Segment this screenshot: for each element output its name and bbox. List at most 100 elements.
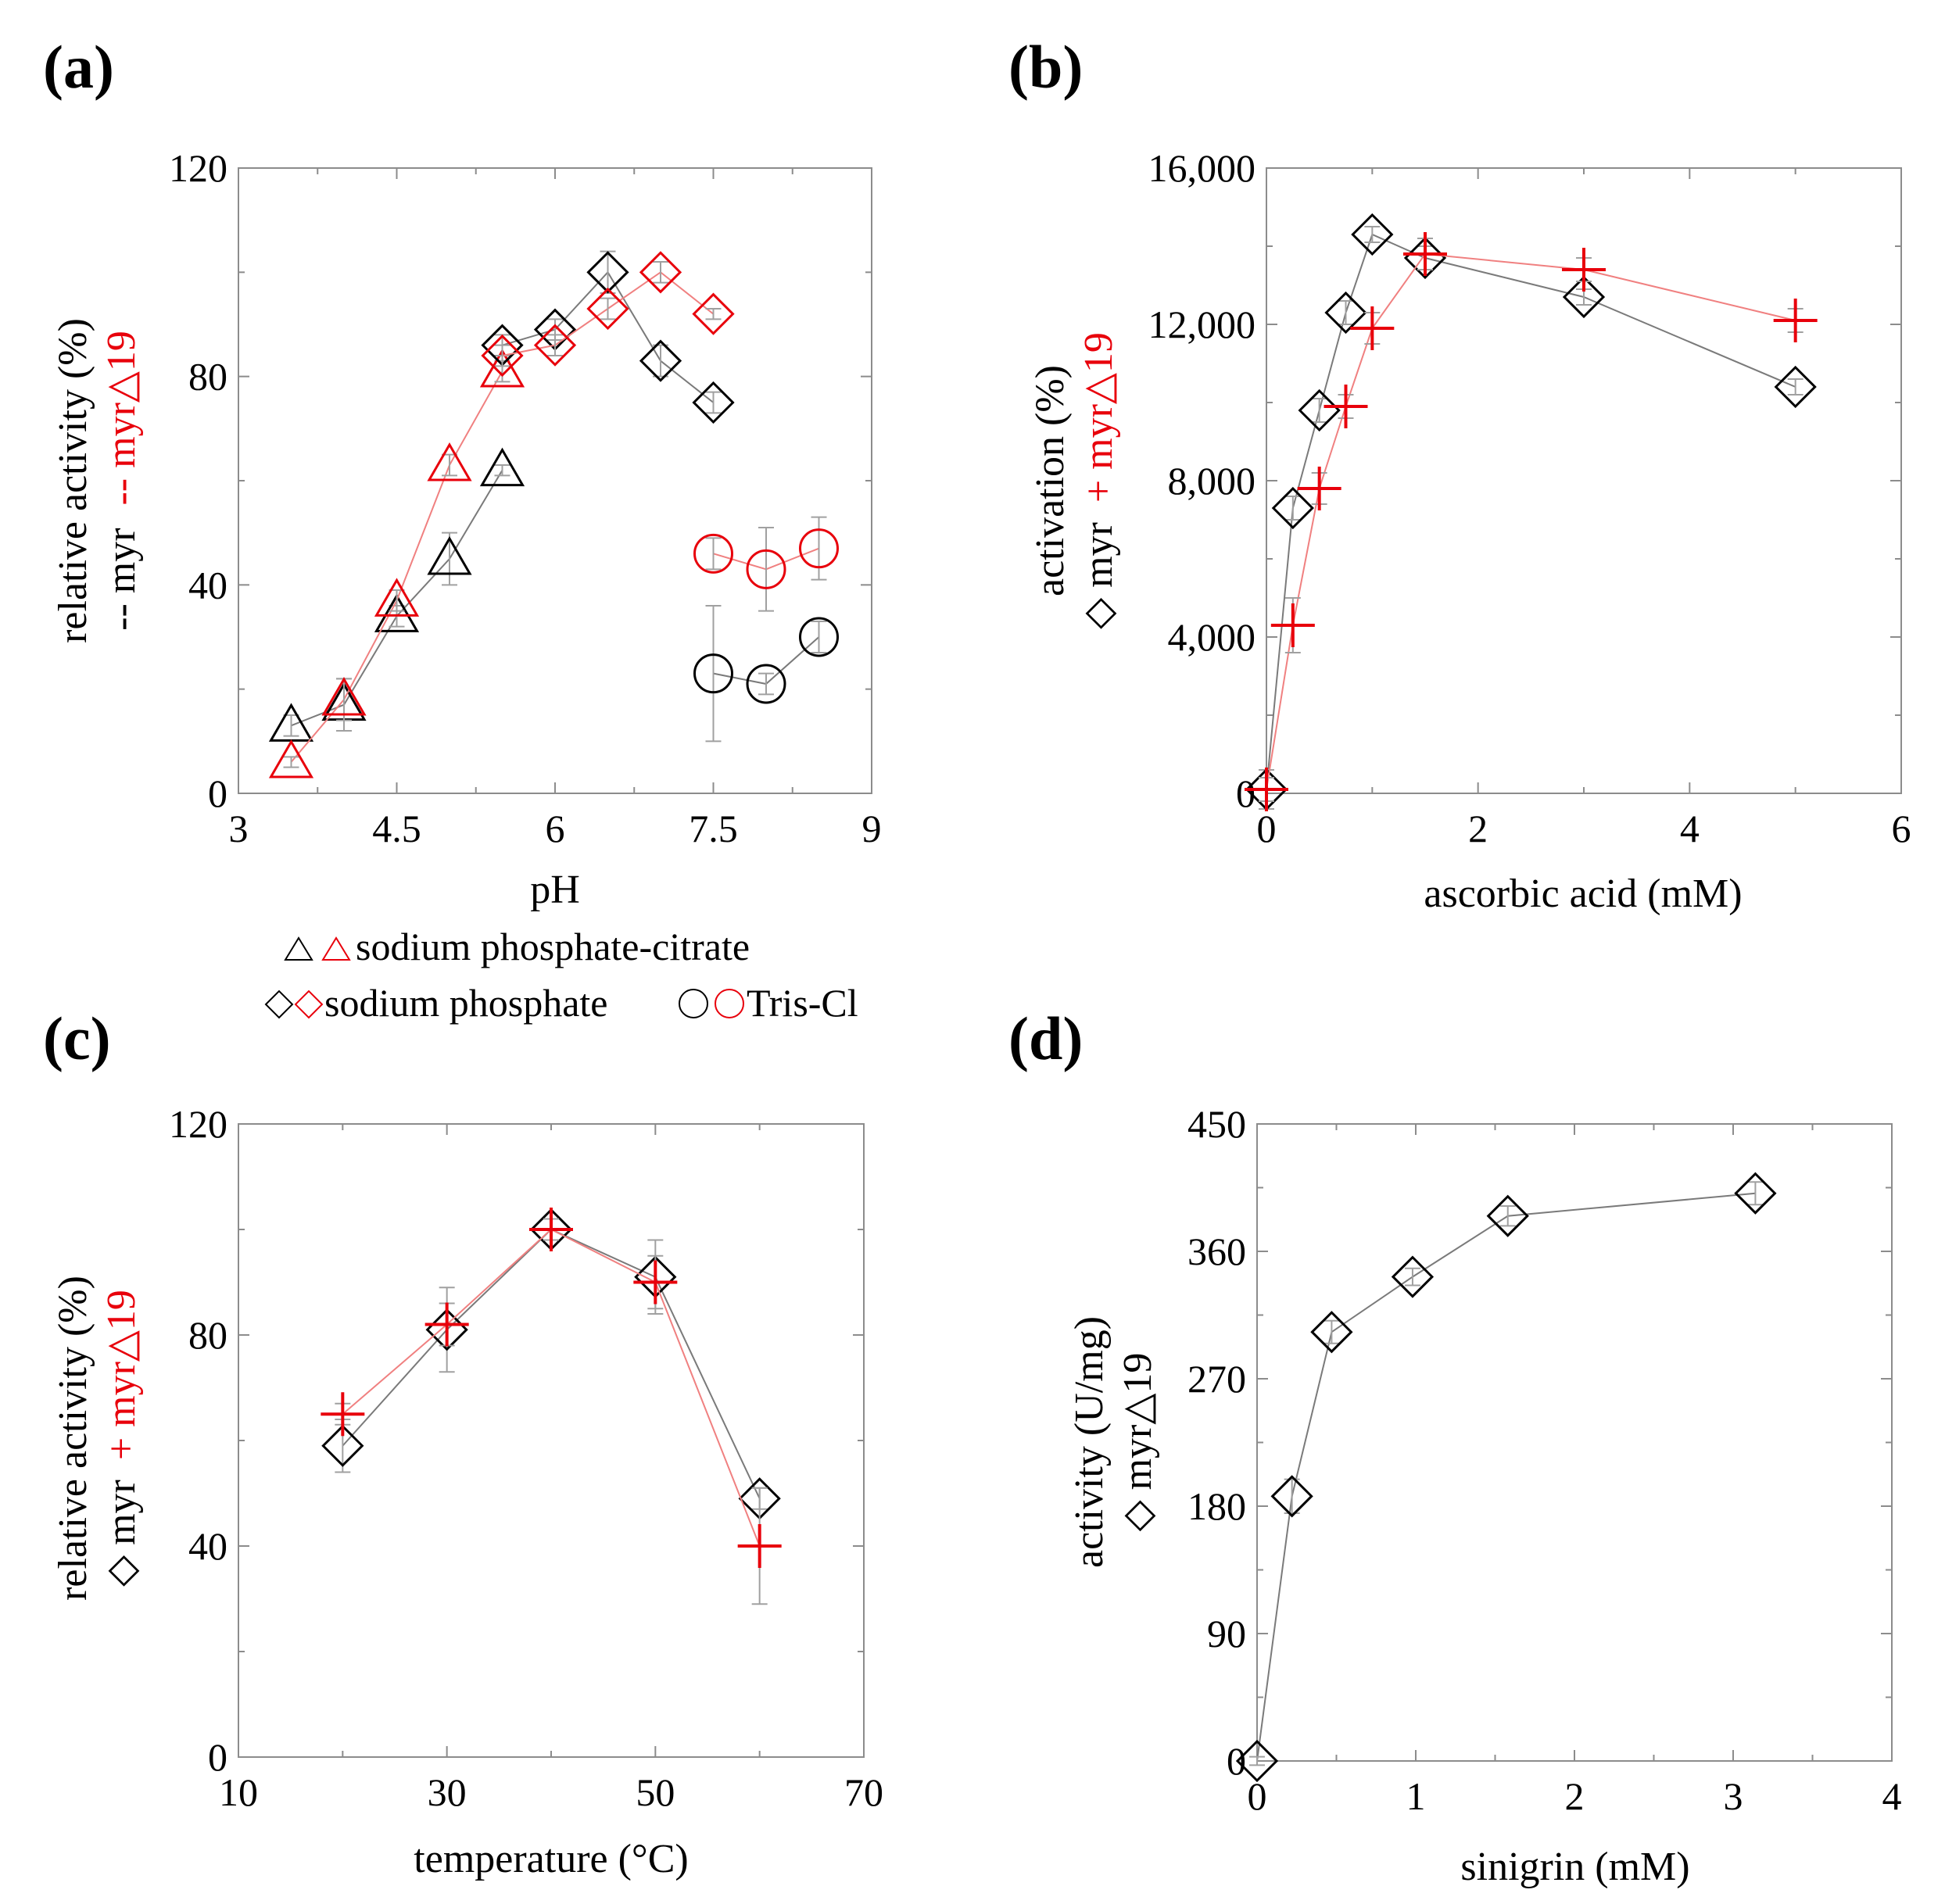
plot-b-xtick-label: 6 bbox=[1892, 807, 1911, 850]
plot-a-xtick-label: 6 bbox=[546, 807, 565, 850]
plot-c-ylabel-line1: relative activity (%) bbox=[51, 1276, 95, 1601]
plot-a-series-4-circle-point bbox=[746, 664, 786, 704]
plot-a-ylabel-line2: -- myr -- myr△19 bbox=[99, 331, 144, 631]
plot-c-xtick-label: 30 bbox=[428, 1770, 467, 1814]
plot-a-series-1-triangle-point bbox=[479, 349, 525, 388]
plot-b-xtick-label: 2 bbox=[1468, 807, 1488, 850]
plot-d-xtick-label: 1 bbox=[1406, 1774, 1426, 1818]
legend-label-tris: Tris-Cl bbox=[747, 981, 858, 1025]
legend-label-phosphate-citrate: sodium phosphate-citrate bbox=[356, 925, 750, 968]
plot-c-series-0-diamond-point bbox=[321, 1424, 364, 1467]
plot-b-ytick-label: 12,000 bbox=[1148, 302, 1256, 346]
plot-b-xtick-label: 0 bbox=[1257, 807, 1277, 850]
plot-a-series-1-line bbox=[290, 370, 503, 763]
panel-letter-d: (d) bbox=[1008, 1004, 1083, 1072]
plot-d-ytick-label: 270 bbox=[1187, 1357, 1246, 1401]
plot-c-ylabel-myrd19: + myr△19 bbox=[99, 1290, 144, 1460]
plot-a-ylabel-myrd19: -- myr△19 bbox=[99, 331, 144, 505]
plot-a-series-2-diamond-point bbox=[481, 324, 524, 367]
plot-a-xtick-label: 9 bbox=[862, 807, 882, 850]
plot-a-series-5-circle-point bbox=[746, 549, 786, 589]
plot-a-ylabel-line1: relative activity (%) bbox=[51, 318, 95, 643]
plot-a-series-5-circle-point bbox=[693, 533, 733, 574]
plot-a-series-3-diamond-point bbox=[692, 292, 735, 335]
plot-a-ytick-label: 80 bbox=[188, 355, 227, 399]
legend-label-phosphate: sodium phosphate bbox=[324, 981, 607, 1025]
plot-d-series-0-diamond-point bbox=[1486, 1194, 1529, 1237]
plot-d-series-0-line bbox=[1256, 1192, 1756, 1762]
plot-c-ytick-label: 120 bbox=[169, 1102, 227, 1146]
plot-a-series-3-diamond-point bbox=[533, 324, 577, 367]
plot-c-series-0-diamond-point bbox=[425, 1308, 468, 1351]
plot-c-ylabel-myr: ◇ myr bbox=[99, 1480, 144, 1587]
plot-a-series-1-triangle-point bbox=[268, 739, 314, 778]
plot-a-series-4-circle-point bbox=[799, 617, 839, 657]
plot-a-series-0-triangle-point bbox=[427, 536, 472, 575]
plot-d-ytick-label: 450 bbox=[1187, 1102, 1246, 1146]
plot-c-xtick-label: 10 bbox=[219, 1770, 258, 1814]
plot-b-ylabel-line1: activation (%) bbox=[1028, 365, 1073, 596]
plot-d-xtick-label: 2 bbox=[1565, 1774, 1585, 1818]
plot-c-ytick-label: 0 bbox=[208, 1735, 227, 1779]
plot-b-series-0-diamond-point bbox=[1774, 365, 1817, 409]
plot-a-series-2-diamond-point bbox=[639, 339, 682, 382]
panel-letter-c: (c) bbox=[43, 1004, 111, 1072]
plot-d-xlabel: sinigrin (mM) bbox=[1460, 1845, 1689, 1889]
plot-a-layer: 3 4.5 6 7.5 9 0 40 80 120 bbox=[169, 146, 882, 850]
plot-d-ytick-label: 360 bbox=[1187, 1229, 1246, 1273]
plot-c-series-1-line bbox=[342, 1228, 761, 1547]
plot-b-series-0-diamond-point bbox=[1403, 236, 1447, 280]
plot-a-series-2-diamond-point bbox=[692, 381, 735, 424]
legend-circle-myrd19 bbox=[715, 989, 744, 1018]
plot-a-series-3-diamond-point bbox=[639, 251, 682, 294]
plot-d-xtick-label: 4 bbox=[1882, 1774, 1902, 1818]
legend-diamond-myrd19 bbox=[294, 990, 324, 1019]
plot-c-ytick-label: 40 bbox=[188, 1524, 227, 1568]
plot-d-series-0-diamond-point bbox=[1270, 1475, 1313, 1518]
plot-a-series-3-diamond-point bbox=[586, 287, 629, 331]
plot-c-series-0-diamond-point bbox=[634, 1255, 677, 1298]
plot-b-ylabel-line2: ◇ myr + myr△19 bbox=[1076, 332, 1121, 629]
plot-a-series-2-diamond-point bbox=[533, 308, 577, 351]
plot-c-ytick-label: 80 bbox=[188, 1313, 227, 1357]
plot-b-series-0-diamond-point bbox=[1351, 213, 1394, 256]
plot-d-ylabel-line2: ◇ myr△19 bbox=[1116, 1353, 1160, 1532]
legend-triangle-myr bbox=[284, 936, 313, 961]
plot-b-ylabel-group: activation (%) ◇ myr + myr△19 bbox=[1028, 332, 1121, 629]
plot-d bbox=[1256, 1123, 1893, 1762]
plot-c-xlabel: temperature (°C) bbox=[414, 1837, 688, 1881]
plot-a-series-0-triangle-point bbox=[479, 447, 525, 487]
plot-c-xtick-label: 50 bbox=[636, 1770, 675, 1814]
plot-d-frame bbox=[1256, 1123, 1893, 1762]
plot-b-xlabel: ascorbic acid (mM) bbox=[1424, 871, 1742, 916]
plot-d-ylabel-group: activity (U/mg) ◇ myr△19 bbox=[1067, 1316, 1160, 1568]
plot-a-ytick-label: 40 bbox=[188, 563, 227, 607]
plot-c-layer: 10 30 50 70 0 40 80 120 bbox=[169, 1102, 883, 1814]
panel-letter-b: (b) bbox=[1008, 33, 1083, 101]
plot-c-series-0-diamond-point bbox=[738, 1477, 781, 1520]
plot-d-xtick-label: 3 bbox=[1724, 1774, 1743, 1818]
plot-d-series-0-diamond-point bbox=[1235, 1739, 1279, 1783]
plot-d-series-0-diamond-point bbox=[1391, 1255, 1435, 1298]
plot-d-series-0-diamond-point bbox=[1734, 1172, 1777, 1215]
plot-c-xtick-label: 70 bbox=[844, 1770, 883, 1814]
plot-d-series-0-diamond-point bbox=[1310, 1311, 1353, 1354]
panel-letter-a: (a) bbox=[43, 33, 114, 101]
plot-a-ylabel-myr: -- myr bbox=[99, 528, 144, 631]
plot-b-ytick-label: 8,000 bbox=[1168, 459, 1256, 503]
plot-b-layer: 0 2 4 6 0 4,000 8,000 12,000 16,000 bbox=[1148, 146, 1911, 850]
plot-a-series-4-circle-point bbox=[693, 653, 733, 694]
plot-b-series-0-diamond-point bbox=[1298, 388, 1341, 432]
legend-triangle-myrd19 bbox=[321, 936, 351, 961]
plot-a-ytick-label: 0 bbox=[208, 771, 227, 815]
plot-a-series-0-triangle-point bbox=[374, 593, 420, 632]
plot-a-ytick-label: 120 bbox=[169, 146, 227, 190]
plot-b-ytick-label: 4,000 bbox=[1168, 615, 1256, 659]
plot-a-xlabel: pH bbox=[530, 868, 580, 912]
plot-b-ylabel-myr: ◇ myr bbox=[1076, 522, 1121, 629]
plot-a-series-1-triangle-point bbox=[374, 578, 420, 617]
plot-d-ytick-label: 90 bbox=[1207, 1612, 1246, 1655]
plot-c-series-0-line bbox=[342, 1228, 761, 1499]
